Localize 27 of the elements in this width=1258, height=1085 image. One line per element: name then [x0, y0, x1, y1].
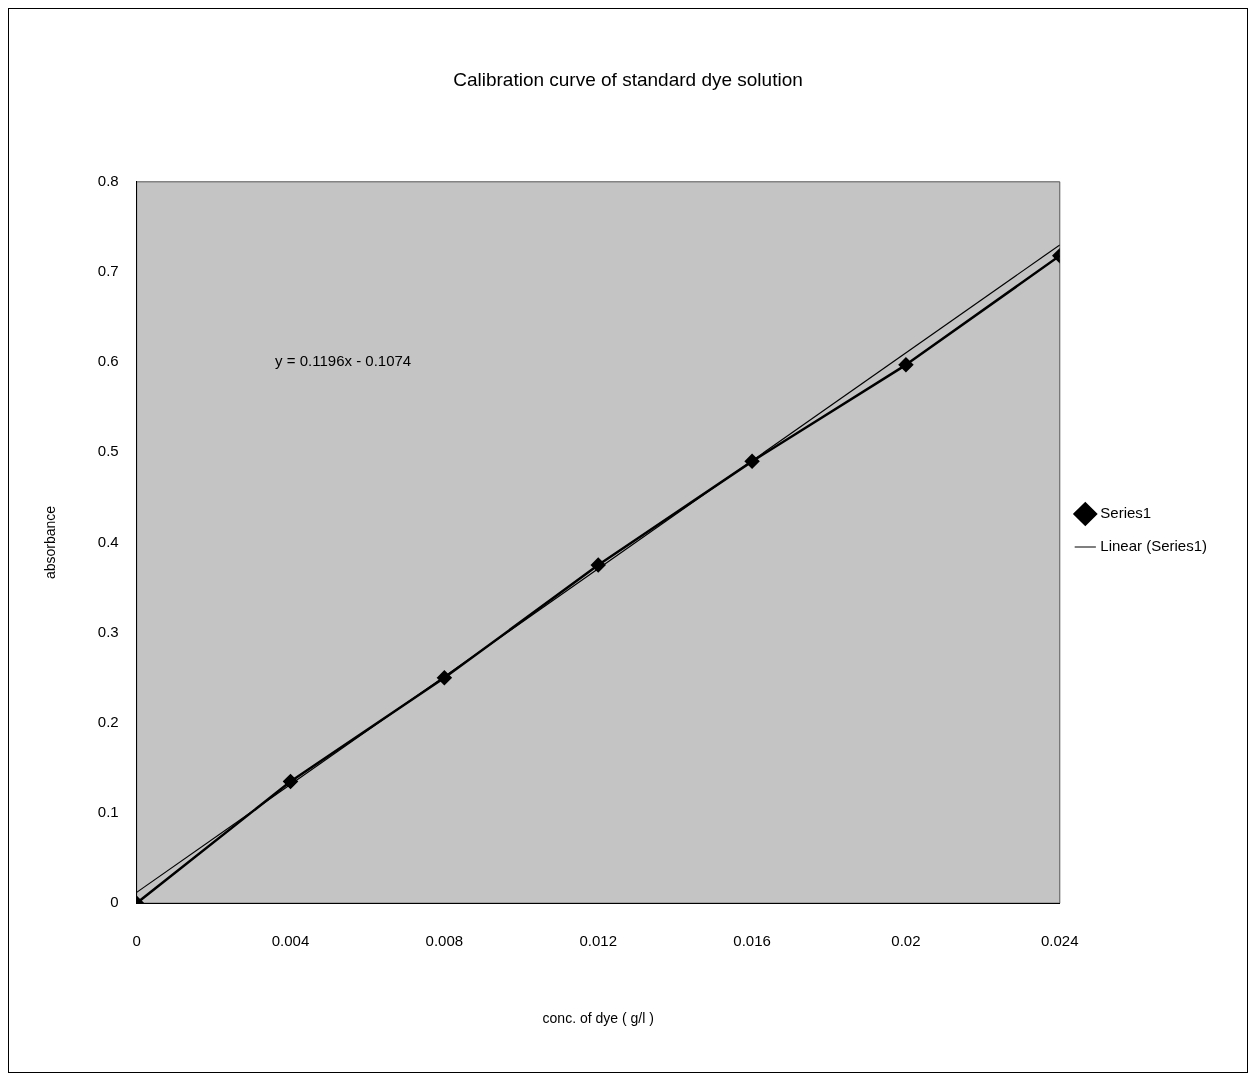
y-tick-label: 0.5	[97, 442, 119, 460]
y-tick-label: 0.7	[97, 262, 119, 280]
y-tick-label: 0.1	[97, 803, 119, 821]
y-axis-title: absorbance	[42, 505, 59, 580]
x-tick-label: 0.016	[733, 932, 771, 950]
x-axis-title: conc. of dye ( g/l )	[542, 1010, 654, 1027]
point	[898, 357, 914, 373]
x-tick-label: 0.024	[1041, 932, 1079, 950]
y-tick-label: 0.4	[97, 532, 119, 550]
y-tick-label: 0	[110, 893, 119, 911]
point	[283, 774, 298, 789]
y-tick-label: 0.2	[97, 712, 119, 730]
legend-label: Series1	[1100, 504, 1152, 522]
x-tick-label: 0.02	[891, 932, 921, 950]
y-tick-label: 0.8	[97, 171, 119, 189]
point	[744, 454, 760, 469]
legend-label: Linear (Series1)	[1100, 537, 1207, 555]
x-tick-label: 0	[132, 932, 141, 950]
chart-title: Calibration curve of standard dye solution	[453, 68, 803, 90]
annotation: y = 0.1196x - 0.1074	[275, 352, 412, 370]
x-tick-label: 0.012	[579, 932, 617, 950]
point	[437, 670, 452, 686]
y-tick-label: 0.3	[97, 622, 119, 640]
y-tick-label: 0.6	[97, 352, 119, 370]
x-tick-label: 0.008	[425, 932, 464, 950]
x-tick-label: 0.004	[271, 932, 310, 950]
point	[590, 557, 606, 573]
